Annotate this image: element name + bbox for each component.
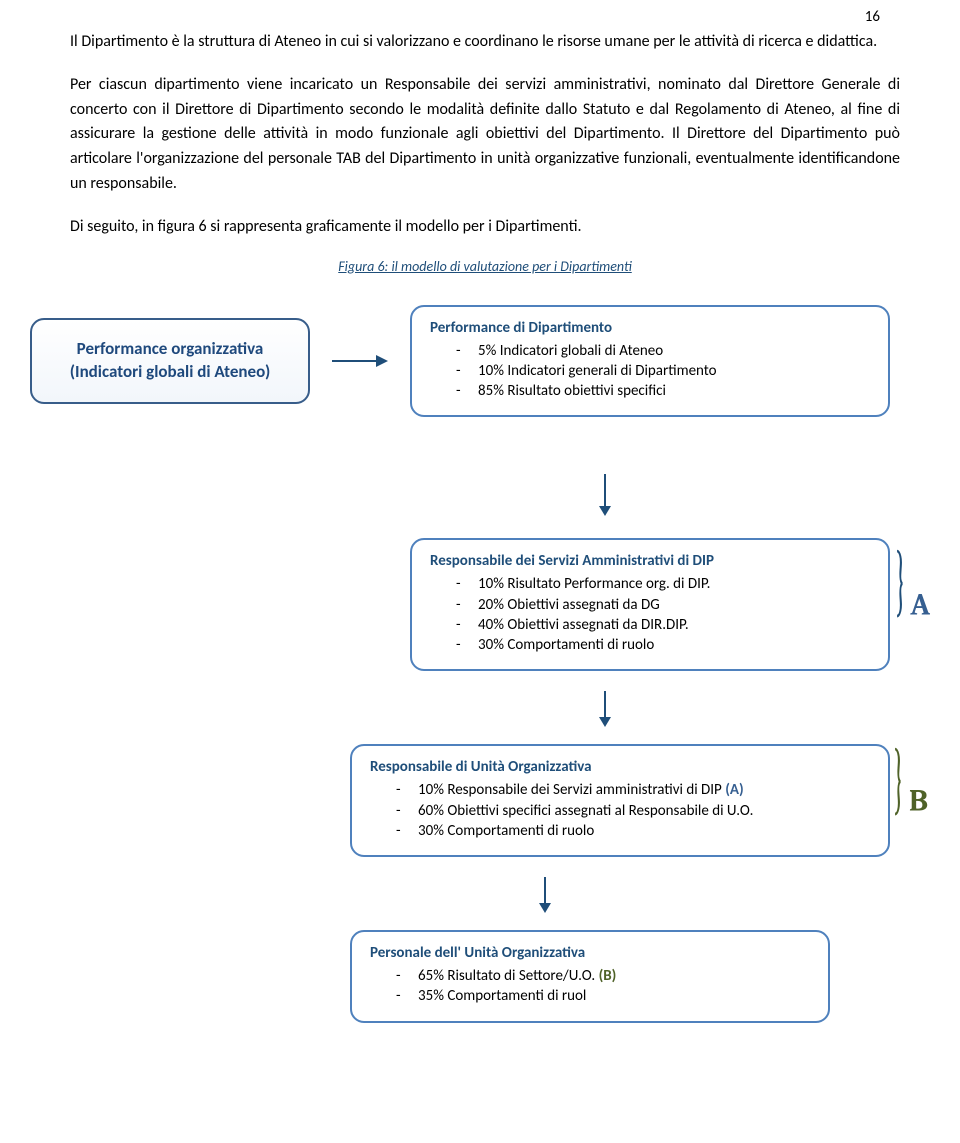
box4-item-text: 65% Risultato di Settore/U.O. [418,967,599,985]
box3-item-text: 10% Responsabile dei Servizi amministrat… [418,781,725,799]
page: 16 Il Dipartimento è la struttura di Ate… [0,0,960,1053]
box4-item: 35% Comportamenti di ruol [418,986,810,1006]
box4-item: 65% Risultato di Settore/U.O. (B) [418,966,810,986]
tag-A: (A) [725,781,743,799]
brace-icon: } [895,556,906,604]
box3-list: 10% Responsabile dei Servizi amministrat… [370,780,870,841]
perf-org-line1: Performance organizzativa [42,338,298,361]
arrow-down-icon [70,472,900,523]
box1-list: 5% Indicatori globali di Ateneo 10% Indi… [430,341,870,402]
box-performance-dipartimento: Performance di Dipartimento 5% Indicator… [410,305,890,418]
box4-title: Personale dell' Unità Organizzativa [370,944,810,962]
tag-B: (B) [599,967,617,985]
arrow-down-icon [70,875,900,920]
box4-list: 65% Risultato di Settore/U.O. (B) 35% Co… [370,966,810,1007]
page-number: 16 [865,8,880,26]
box-performance-organizzativa: Performance organizzativa (Indicatori gl… [30,318,310,404]
box1-item: 5% Indicatori globali di Ateneo [478,341,870,361]
box3-title: Responsabile di Unità Organizzativa [370,758,870,776]
diagram: Performance organizzativa (Indicatori gl… [70,305,900,1023]
box3-item: 30% Comportamenti di ruolo [418,821,870,841]
letter-A: A [910,587,930,622]
box2-item: 30% Comportamenti di ruolo [478,635,870,655]
box1-item: 10% Indicatori generali di Dipartimento [478,361,870,381]
perf-org-line2: (Indicatori globali di Ateneo) [42,361,298,384]
box3-item: 10% Responsabile dei Servizi amministrat… [418,780,870,800]
box-responsabile-servizi-dip: Responsabile dei Servizi Amministrativi … [410,538,890,671]
arrow-down-icon [70,689,900,734]
paragraph-3: Di seguito, in figura 6 si rappresenta g… [70,215,900,240]
letter-B: B [909,783,928,818]
box2-title: Responsabile dei Servizi Amministrativi … [430,552,870,570]
figure-caption: Figura 6: il modello di valutazione per … [70,258,900,275]
box3-item: 60% Obiettivi specifici assegnati al Res… [418,801,870,821]
diagram-row-1: Performance organizzativa (Indicatori gl… [30,305,900,418]
box2-item: 10% Risultato Performance org. di DIP. [478,574,870,594]
box-responsabile-uo: Responsabile di Unità Organizzativa 10% … [350,744,890,857]
paragraph-1: Il Dipartimento è la struttura di Ateneo… [70,30,900,55]
box2-item: 40% Obiettivi assegnati da DIR.DIP. [478,615,870,635]
paragraph-2: Per ciascun dipartimento viene incaricat… [70,73,900,197]
box1-title: Performance di Dipartimento [430,319,870,337]
box2-item: 20% Obiettivi assegnati da DG [478,595,870,615]
brace-icon: } [893,754,904,802]
box1-item: 85% Risultato obiettivi specifici [478,381,870,401]
arrow-right-icon [330,349,390,373]
box2-list: 10% Risultato Performance org. di DIP. 2… [430,574,870,655]
box-personale-uo: Personale dell' Unità Organizzativa 65% … [350,930,830,1023]
